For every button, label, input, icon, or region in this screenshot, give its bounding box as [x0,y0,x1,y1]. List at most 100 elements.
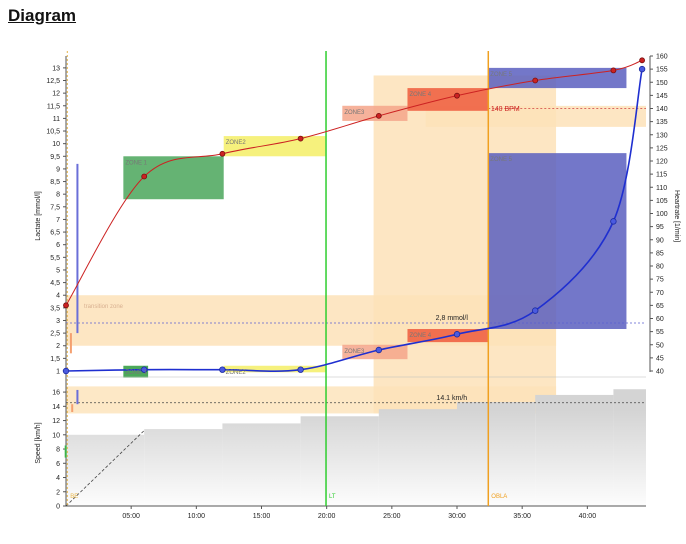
left-axis-title: Lactate [mmol/l] [35,191,42,240]
speed-tick-label: 2 [56,489,60,496]
lactate-zone-label: ZONE2 [226,140,247,146]
right-axis-title: Heartrate [1/min] [673,190,680,242]
x-tick-label: 05:00 [122,513,140,520]
background-layer [66,67,646,506]
left-tick-label: 9 [56,166,60,173]
left-tick-label: 4,5 [50,280,60,287]
speed-tick-label: 8 [56,447,60,454]
right-tick-label: 150 [656,80,668,87]
right-tick-label: 105 [656,198,668,205]
page-title: Diagram [8,6,77,25]
right-tick-label: 115 [656,172,667,179]
left-tick-label: 3 [56,318,60,325]
right-tick-label: 55 [656,329,664,336]
x-tick-label: 15:00 [253,513,271,520]
lactate-zone-label: ZONE 4 [409,92,431,98]
hr-zone-box [123,365,149,378]
right-tick-label: 140 [656,106,668,113]
speed-tick-label: 14 [52,404,60,411]
speed-tick-label: 0 [56,504,60,511]
start-bar-hr [76,163,79,334]
hr-line-point [297,366,304,373]
left-tick-label: 11,5 [47,103,60,110]
hr-zone-box [223,365,326,373]
right-tick-label: 40 [656,369,664,376]
label-layer: ZONE 1 ZONE2 ZONE3 ZONE 4 ZONE 5 ZONE 1 ZONE2 Z… [70,72,520,500]
lactate-threshold-label: 2,8 mmol/l [436,315,469,322]
start-bar-speed-lactate [71,404,74,413]
right-tick-label: 50 [656,342,664,349]
left-tick-label: 6,5 [50,230,60,237]
left-tick-label: 9,5 [50,154,60,161]
vertical-marker-label: OBLA [491,494,507,500]
lactate-zone-label: ZONE3 [344,110,365,116]
hr-line-point [638,65,646,73]
hr-zone-label: ZONE3 [344,349,365,355]
hr-line-point [141,366,148,373]
series-layer [62,51,646,507]
speed-tick-label: 4 [56,475,60,482]
speed-threshold-label: 14.1 km/h [436,395,467,402]
hr-line-point [219,366,226,373]
lactate-line-point [297,135,304,142]
right-tick-label: 110 [656,185,667,192]
left-tick-label: 11 [53,116,60,123]
lactate-line-point [219,150,226,157]
left-tick-label: 13 [52,65,60,72]
right-tick-label: 155 [656,67,668,74]
right-tick-label: 160 [656,54,668,61]
hr-line-point [532,307,539,314]
right-tick-label: 75 [656,277,664,284]
hr-line-point [62,367,70,375]
x-tick-label: 25:00 [383,513,401,520]
hr-zone-label: ZONE 1 [125,370,147,376]
hr-zone-label: ZONE 4 [409,333,431,339]
hr-line-point [610,218,617,225]
left-tick-label: 1 [56,369,60,376]
left-tick-label: 5 [56,267,60,274]
speed-tick-label: 16 [52,390,60,397]
speed-fade [66,410,646,506]
right-tick-label: 65 [656,303,664,310]
left-tick-label: 1,5 [50,356,60,363]
right-tick-label: 85 [656,250,664,257]
right-tick-label: 130 [656,132,668,139]
left-tick-label: 10 [52,141,60,148]
x-tick-label: 40:00 [579,513,597,520]
left-tick-label: 12 [52,91,60,98]
speed-tick-label: 10 [52,432,60,439]
speed-tick-label: 6 [56,461,60,468]
lactate-zone-box [407,88,489,111]
x-tick-label: 30:00 [448,513,466,520]
transition-zone-label: transition zone [84,304,124,310]
right-tick-label: 125 [656,145,668,152]
lactate-line-point [610,67,617,74]
lactate-zone-box [123,156,224,200]
right-tick-label: 100 [656,211,668,218]
left-tick-label: 4 [56,293,60,300]
speed-tick-label: 12 [52,418,60,425]
right-tick-label: 145 [656,93,668,100]
lactate-line-point [63,302,69,309]
right-tick-label: 70 [656,290,664,297]
left-tick-label: 3,5 [50,305,60,312]
lactate-line-point [639,57,645,64]
right-tick-label: 80 [656,264,664,271]
start-bar-speed-green [64,445,67,458]
warmup-ramp [65,430,145,507]
left-tick-label: 8 [56,192,60,199]
hr-line-point [453,331,461,338]
left-tick-label: 5,5 [50,255,60,262]
hr-line-point [375,346,383,354]
lactate-line-point [141,173,148,180]
start-bar-speed-hr [76,389,79,405]
x-tick-label: 20:00 [318,513,336,520]
lactate-line-point [454,92,460,99]
right-tick-label: 135 [656,119,668,126]
lactate-zone-label: ZONE 1 [125,160,147,166]
hr-zone-label: ZONE 5 [490,157,512,163]
left-tick-label: 10,5 [46,129,60,136]
x-tick-label: 10:00 [188,513,206,520]
x-tick-label: 35:00 [513,513,531,520]
